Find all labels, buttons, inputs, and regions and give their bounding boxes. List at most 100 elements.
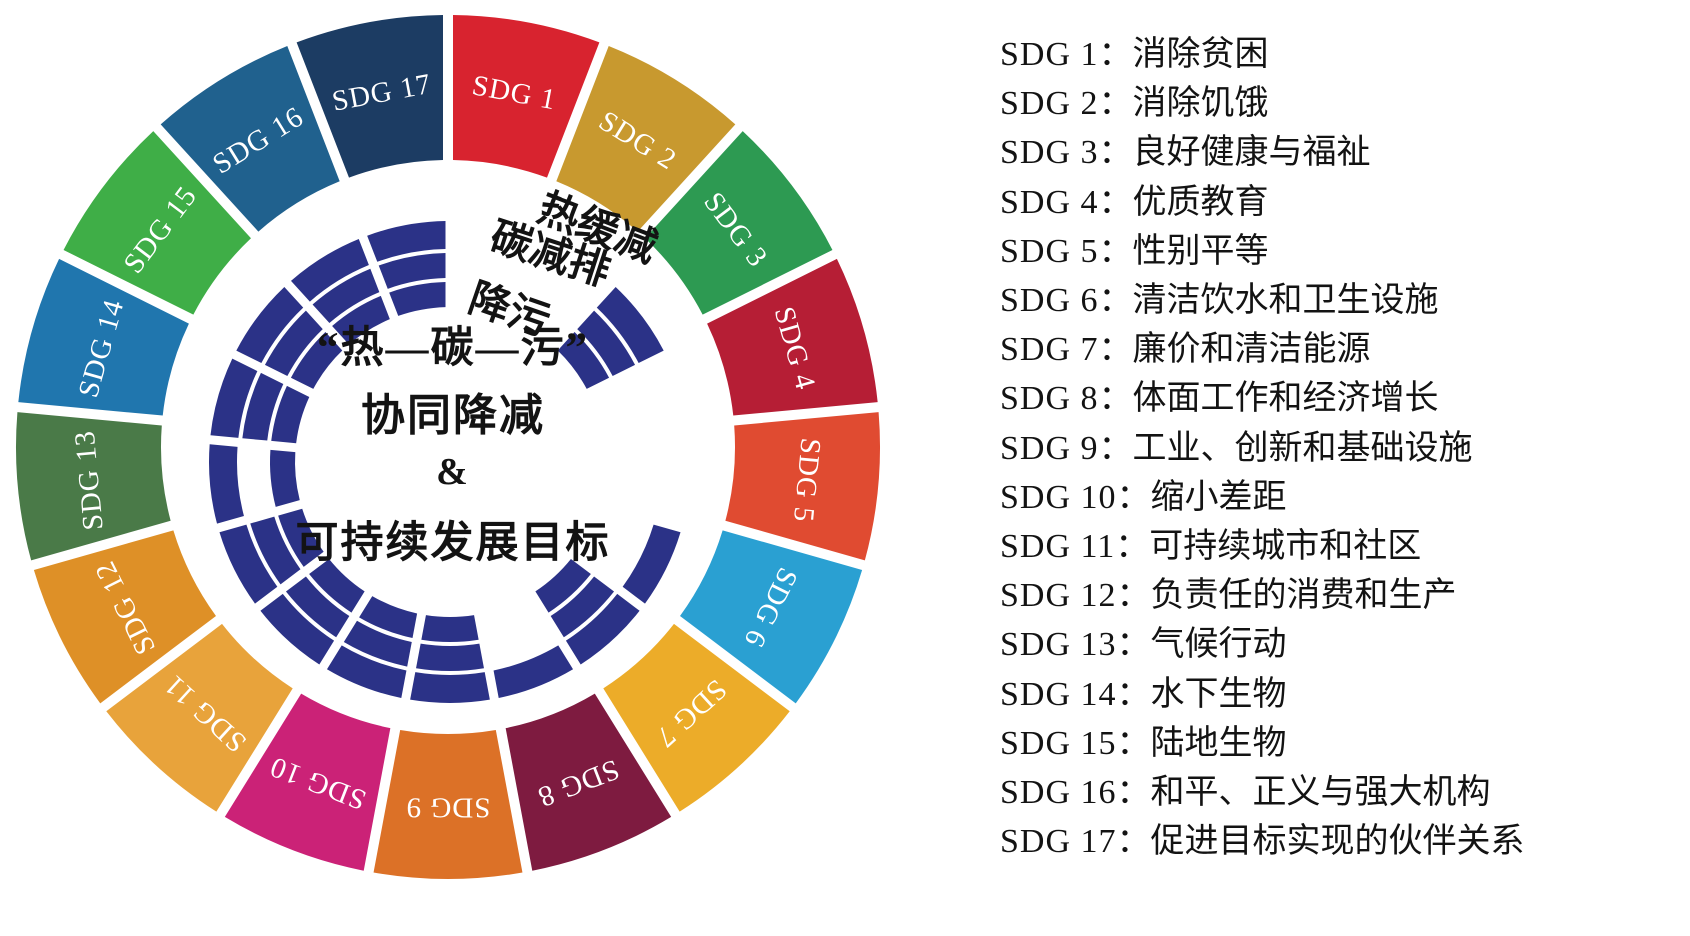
legend-desc: 工业、创新和基础设施: [1132, 429, 1473, 467]
legend-item: SDG 3：良好健康与福祉: [1000, 128, 1680, 177]
inner-arc-heat: [210, 358, 258, 438]
sdg-sector: [452, 15, 600, 178]
legend-desc: 廉价和清洁能源: [1132, 331, 1371, 369]
legend-goal: SDG 5: [1000, 232, 1099, 270]
sdg-sector-label: SDG 5: [787, 437, 827, 524]
sdg-sector: [296, 15, 444, 178]
legend-colon: ：: [1098, 36, 1133, 73]
inner-arc-heat: [219, 524, 278, 604]
legend-colon: ：: [1116, 823, 1151, 861]
sdg-sector: [603, 623, 790, 812]
sdg-sector: [505, 693, 672, 871]
legend-colon: ：: [1098, 380, 1133, 418]
legend-goal: SDG 15: [1000, 724, 1117, 762]
sdg-sector: [373, 729, 523, 879]
inner-arc-carbon: [343, 620, 412, 667]
sdg-sector-label: SDG 9: [406, 791, 491, 823]
legend-colon: ：: [1115, 528, 1150, 566]
sdg-sector: [15, 412, 171, 561]
legend-colon: ：: [1098, 232, 1133, 270]
legend-colon: ：: [1098, 282, 1133, 320]
inner-arc-carbon: [242, 372, 284, 441]
legend-desc: 优质教育: [1132, 183, 1269, 221]
legend-desc: 负责任的消费和生产: [1150, 577, 1457, 615]
sdg-sector: [18, 258, 189, 416]
sdg-sector: [725, 412, 880, 561]
legend-goal: SDG 17: [1000, 823, 1117, 861]
wheel-center-line: “热—碳—污”: [317, 324, 589, 372]
inner-arc-carbon: [378, 253, 446, 289]
sdg-sector: [33, 530, 216, 704]
inner-arc-pollution: [535, 558, 591, 613]
legend-desc: 可持续城市和社区: [1149, 528, 1422, 566]
inner-arc-pollution: [421, 615, 479, 642]
legend-item: SDG 2：消除饥饿: [1000, 79, 1680, 128]
legend-goal: SDG 4: [1000, 183, 1099, 221]
inner-arc-carbon: [285, 576, 350, 638]
inner-arc-heat: [493, 645, 574, 699]
legend-item: SDG 5：性别平等: [1000, 227, 1680, 276]
legend-goal: SDG 8: [1000, 380, 1099, 418]
legend-goal: SDG 14: [1000, 675, 1117, 713]
legend-item: SDG 8：体面工作和经济增长: [1000, 374, 1680, 423]
inner-arc-carbon: [264, 310, 323, 376]
inner-arc-heat: [565, 593, 640, 665]
legend-goal: SDG 9: [1000, 429, 1099, 467]
legend-goal: SDG 7: [1000, 331, 1099, 369]
legend-desc: 消除贫困: [1132, 36, 1269, 73]
inner-arc-carbon: [312, 268, 380, 324]
inner-arc-pollution: [271, 385, 310, 444]
legend-item: SDG 14：水下生物: [1000, 670, 1680, 719]
legend-goal: SDG 1: [1000, 36, 1099, 73]
inner-arc-carbon: [577, 310, 636, 376]
inner-arc-carbon: [550, 576, 615, 638]
legend-desc: 良好健康与福祉: [1132, 134, 1371, 172]
inner-arc-pollution: [332, 295, 390, 345]
inner-arc-heat: [367, 221, 446, 262]
legend-colon: ：: [1116, 675, 1151, 713]
legend-colon: ：: [1116, 626, 1151, 664]
legend-desc: 清洁饮水和卫生设施: [1132, 282, 1439, 320]
legend-item: SDG 4：优质教育: [1000, 178, 1680, 227]
legend-goal: SDG 12: [1000, 577, 1117, 615]
inner-arc-heat: [596, 286, 664, 364]
legend-desc: 性别平等: [1132, 232, 1269, 270]
inner-arc-pollution: [270, 449, 300, 507]
inner-arc-pollution: [557, 332, 610, 389]
inner-arc-heat: [326, 645, 407, 699]
legend-colon: ：: [1116, 724, 1151, 762]
legend-goal: SDG 11: [1000, 528, 1116, 566]
legend-desc: 消除饥饿: [1132, 85, 1269, 123]
legend-item: SDG 9：工业、创新和基础设施: [1000, 424, 1680, 473]
legend-item: SDG 1：消除贫困: [1000, 30, 1680, 79]
legend-colon: ：: [1098, 134, 1133, 172]
inner-arc-pollution: [359, 596, 418, 639]
inner-arc-heat: [410, 672, 490, 704]
inner-arc-pollution: [389, 282, 446, 316]
legend-item: SDG 6：清洁饮水和卫生设施: [1000, 276, 1680, 325]
sdg-sector: [707, 258, 878, 416]
legend-goal: SDG 6: [1000, 282, 1099, 320]
inner-arc-pollution: [309, 558, 365, 613]
legend-colon: ：: [1098, 429, 1133, 467]
wheel-center-line: &: [436, 451, 470, 493]
legend-desc: 陆地生物: [1150, 724, 1287, 762]
sdg-sector: [224, 693, 391, 871]
sdg-sector: [645, 131, 833, 315]
legend-item: SDG 7：廉价和清洁能源: [1000, 325, 1680, 374]
sdg-legend: SDG 1：消除贫困 SDG 2：消除饥饿 SDG 3：良好健康与福祉 SDG 4：优…: [1000, 30, 1680, 866]
legend-colon: ：: [1116, 478, 1151, 516]
legend-desc: 体面工作和经济增长: [1132, 380, 1439, 418]
legend-item: SDG 10：缩小差距: [1000, 473, 1680, 522]
legend-goal: SDG 2: [1000, 85, 1099, 123]
legend-desc: 促进目标实现的伙伴关系: [1150, 823, 1525, 861]
legend-goal: SDG 10: [1000, 478, 1117, 516]
wheel-center-line: 可持续发展目标: [296, 519, 611, 567]
sdg-sector: [556, 46, 736, 232]
legend-desc: 气候行动: [1150, 626, 1287, 664]
sdg-wheel-container: SDG 1 SDG 2 SDG 3 SDG 4 SDG 5 SDG 6 SDG 7 SDG 8…: [15, 15, 880, 879]
legend-item: SDG 12：负责任的消费和生产: [1000, 571, 1680, 620]
inner-arc-pollution: [278, 508, 324, 567]
inner-arc-heat: [209, 444, 244, 524]
